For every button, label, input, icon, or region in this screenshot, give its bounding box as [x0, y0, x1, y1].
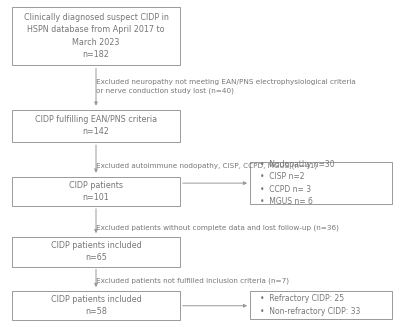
FancyBboxPatch shape — [250, 291, 392, 319]
Text: Excluded neuropathy not meeting EAN/PNS electrophysiological criteria
or nerve c: Excluded neuropathy not meeting EAN/PNS … — [96, 79, 356, 94]
FancyBboxPatch shape — [12, 177, 180, 206]
Text: Excluded patients without complete data and lost follow-up (n=36): Excluded patients without complete data … — [96, 224, 339, 231]
FancyBboxPatch shape — [12, 110, 180, 142]
Text: CIDP patients
n=101: CIDP patients n=101 — [69, 181, 123, 202]
FancyBboxPatch shape — [12, 7, 180, 65]
Text: Clinically diagnosed suspect CIDP in
HSPN database from April 2017 to
March 2023: Clinically diagnosed suspect CIDP in HSP… — [24, 13, 168, 59]
Text: •  Nodopathy n=30
•  CISP n=2
•  CCPD n= 3
•  MGUS n= 6: • Nodopathy n=30 • CISP n=2 • CCPD n= 3 … — [260, 160, 335, 206]
FancyBboxPatch shape — [250, 162, 392, 204]
Text: Excluded autoimmune nodopathy, CISP, CCPD, MGUS (n=41): Excluded autoimmune nodopathy, CISP, CCP… — [96, 163, 317, 169]
Text: CIDP fulfilling EAN/PNS criteria
n=142: CIDP fulfilling EAN/PNS criteria n=142 — [35, 115, 157, 136]
Text: •  Refractory CIDP: 25
•  Non-refractory CIDP: 33: • Refractory CIDP: 25 • Non-refractory C… — [260, 294, 360, 316]
Text: CIDP patients included
n=65: CIDP patients included n=65 — [51, 241, 141, 262]
FancyBboxPatch shape — [12, 237, 180, 267]
FancyBboxPatch shape — [12, 291, 180, 320]
Text: CIDP patients included
n=58: CIDP patients included n=58 — [51, 295, 141, 316]
Text: Excluded patients not fulfilled inclusion criteria (n=7): Excluded patients not fulfilled inclusio… — [96, 278, 289, 284]
